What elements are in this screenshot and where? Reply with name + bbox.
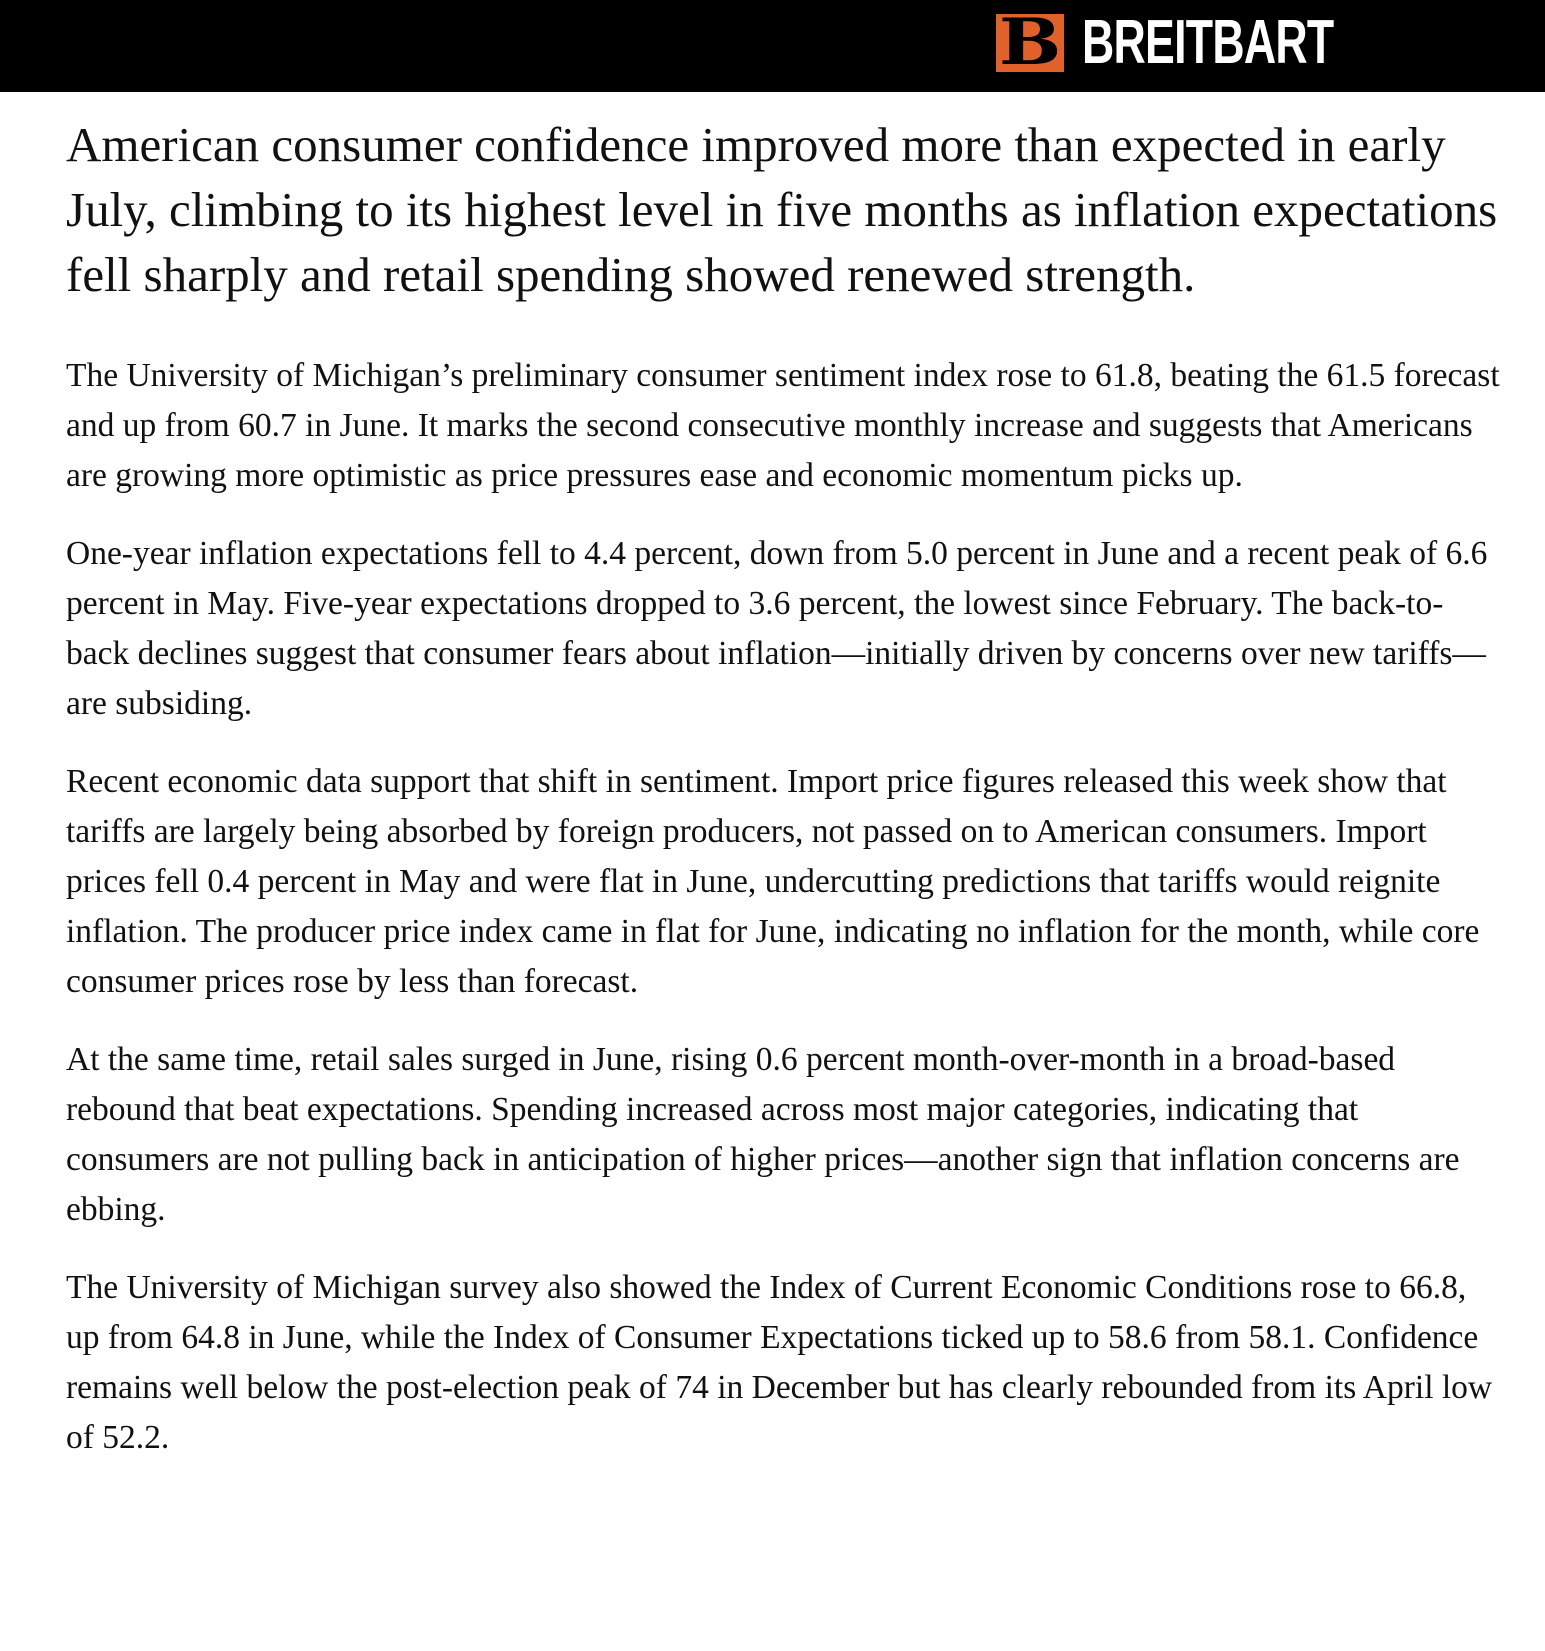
- article-body: American consumer confidence improved mo…: [66, 112, 1506, 1491]
- article-paragraph: Recent economic data support that shift …: [66, 763, 1480, 1000]
- article-paragraph: One-year inflation expectations fell to …: [66, 535, 1488, 722]
- breitbart-logo[interactable]: B BREITBART: [996, 8, 1431, 77]
- article-paragraph: At the same time, retail sales surged in…: [66, 1041, 1460, 1228]
- logo-wordmark: BREITBART: [1082, 8, 1334, 77]
- site-header: B BREITBART: [0, 0, 1545, 92]
- article-paragraph: The University of Michigan survey also s…: [66, 1269, 1493, 1456]
- article-headline: American consumer confidence improved mo…: [66, 117, 1498, 302]
- article-paragraph: The University of Michigan’s preliminary…: [66, 357, 1500, 494]
- logo-b-icon: B: [996, 14, 1064, 72]
